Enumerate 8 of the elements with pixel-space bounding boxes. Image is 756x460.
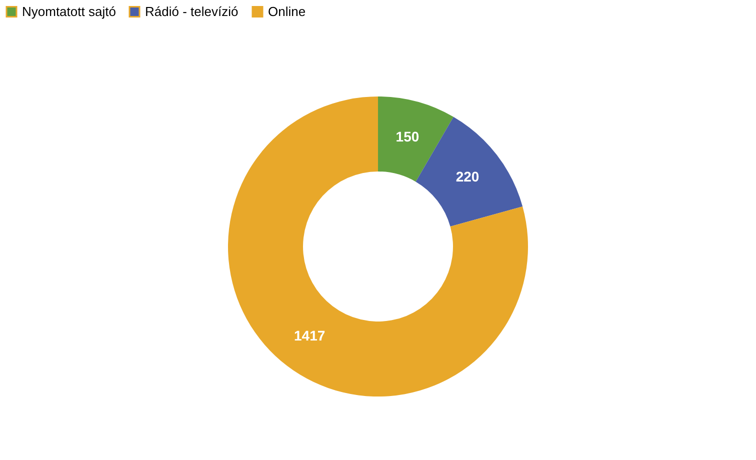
data-label: 1417 (294, 327, 326, 344)
legend-label: Rádió - televízió (145, 4, 238, 19)
data-label: 220 (456, 168, 480, 185)
legend-label: Online (268, 4, 306, 19)
legend-label: Nyomtatott sajtó (22, 4, 116, 19)
donut-slice (228, 96, 528, 396)
donut-slice (378, 96, 454, 182)
data-label: 150 (396, 128, 420, 144)
